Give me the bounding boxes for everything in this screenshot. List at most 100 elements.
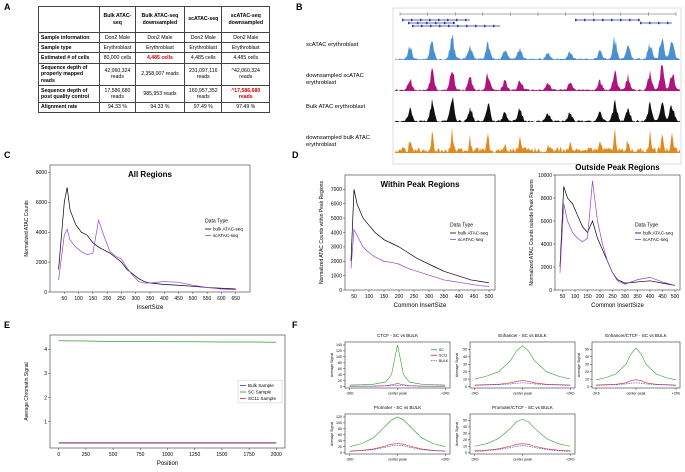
x-tick-label: 2000 (271, 452, 282, 458)
signal-track (395, 33, 680, 60)
table-row: Sequence depth of post quality control 17… (38, 85, 270, 103)
row-label: Sample type (38, 42, 100, 54)
exon (629, 18, 631, 22)
table-cell: 80,000 cells (99, 52, 136, 64)
series-line (350, 228, 490, 287)
y-tick-label: 5000 (331, 216, 342, 222)
y-tick-label: 120 (336, 349, 342, 353)
y-tick-label: 30 (463, 432, 467, 436)
y-tick-label: 8000 (541, 196, 552, 202)
series-line (58, 218, 236, 291)
exon (457, 24, 459, 28)
y-axis-label: Average Signal (455, 422, 459, 447)
x-tick-label: 650 (232, 296, 241, 302)
table-body: Sample information Don2 Male Don2 Male Don2… (38, 31, 270, 113)
row-label: Sequence depth of post quality control (38, 85, 100, 103)
x-tick-label: 50 (62, 296, 68, 302)
x-tick-label: -2Kb (471, 458, 479, 462)
track-label: scATAC erythroblast (306, 42, 359, 48)
x-axis-label: Position (157, 461, 178, 467)
panel-label: F (292, 320, 298, 330)
table-cell: 97.49 % (221, 101, 270, 113)
y-tick-label: 6000 (331, 202, 342, 208)
exon (439, 24, 441, 28)
x-tick-label: 1000 (162, 452, 173, 458)
y-tick-label: 3000 (331, 245, 342, 251)
exon (408, 21, 410, 25)
table-cell: 4,485 cells (134, 52, 186, 64)
x-tick-label: 1500 (216, 452, 227, 458)
exon (456, 18, 458, 22)
chart-title: CTCF - SC vs BULK (377, 333, 418, 338)
table-cell: ^17,586,680 reads (221, 85, 270, 103)
y-axis-label: Average Signal (577, 353, 581, 378)
y-tick-label: 50 (463, 419, 467, 423)
exon (575, 18, 577, 22)
y-tick-label: 4000 (36, 230, 47, 236)
series-line (350, 189, 490, 284)
y-tick-label: 10 (585, 377, 589, 381)
x-tick-label: 150 (89, 296, 98, 302)
y-tick-label: 8000 (36, 170, 47, 176)
x-tick-label: 500 (485, 294, 494, 300)
table-cell: 2,358,007 reads (134, 62, 186, 87)
y-tick-label: 10000 (538, 173, 552, 179)
exon (444, 21, 446, 25)
table-cell: 4,485 cells (184, 52, 223, 64)
y-tick-label: 0 (465, 451, 467, 455)
summary-table: Bulk ATAC-seq Bulk ATAC-seq downsampled sc… (38, 6, 270, 113)
y-tick-label: 80 (338, 361, 342, 365)
series-line (474, 382, 571, 386)
table-cell: 17,586,680 reads (99, 85, 136, 103)
y-tick-label: 7000 (331, 187, 342, 193)
legend-label: scATAC-seq (213, 233, 239, 238)
series-line (58, 340, 277, 343)
x-tick-label: -2Kb (592, 392, 600, 396)
x-tick-label: +2Kb (441, 392, 450, 396)
y-tick-label: 2000 (541, 265, 552, 271)
legend-label: SC (439, 348, 444, 352)
y-tick-label: 0 (465, 385, 467, 389)
signal-track (395, 96, 680, 122)
series-line (474, 345, 571, 380)
x-tick-label: 250 (117, 296, 126, 302)
legend-box (237, 379, 283, 404)
series-line (559, 186, 676, 286)
exon (649, 21, 651, 25)
table-header: Bulk ATAC-seq Bulk ATAC-seq downsampled sc… (38, 6, 270, 33)
x-tick-label: +2Kb (566, 458, 575, 462)
y-tick-label: 4000 (331, 230, 342, 236)
chart-title: All Regions (128, 170, 173, 179)
chart-title: Outside Peak Regions (575, 163, 660, 172)
x-tick-label: 200 (395, 294, 404, 300)
panel-label: D (292, 150, 299, 160)
x-tick-label: -2Kb (346, 458, 354, 462)
table-cell: 231,097,116 reads (184, 62, 223, 87)
exon (412, 24, 414, 28)
chart-title: Promoter - SC vs BULK (374, 405, 422, 410)
y-tick-label: 50 (463, 348, 467, 352)
y-tick-label: 80 (338, 427, 342, 431)
x-tick-label: center peak (627, 392, 646, 396)
y-tick-label: 100 (336, 421, 342, 425)
x-tick-label: 200 (103, 296, 112, 302)
y-tick-label: 20 (338, 445, 342, 449)
y-axis-label: Average Chromatin Signal (24, 362, 30, 420)
exon (593, 18, 595, 22)
y-tick-label: 10 (463, 445, 467, 449)
x-tick-label: 300 (132, 296, 141, 302)
x-tick-label: +2Kb (566, 392, 575, 396)
x-tick-label: 100 (571, 294, 580, 300)
x-tick-label: 500 (109, 452, 118, 458)
series-line (559, 180, 676, 286)
series-line (349, 416, 446, 447)
table-cell: ^42,060,324 reads (221, 62, 270, 87)
y-axis-label: Normalized ATAC Counts within Peak Regio… (319, 181, 325, 284)
track-label: downsampled bulk ATAC erythroblast (306, 135, 370, 148)
table-cell: 4,485 cells (221, 52, 270, 64)
y-axis-label: Average Signal (330, 422, 334, 447)
table-row: Sequence depth of properly mapped reads 4… (38, 62, 270, 87)
y-axis-label: Normalized ATAC Counts (24, 200, 30, 257)
y-tick-label: 0 (339, 288, 342, 294)
